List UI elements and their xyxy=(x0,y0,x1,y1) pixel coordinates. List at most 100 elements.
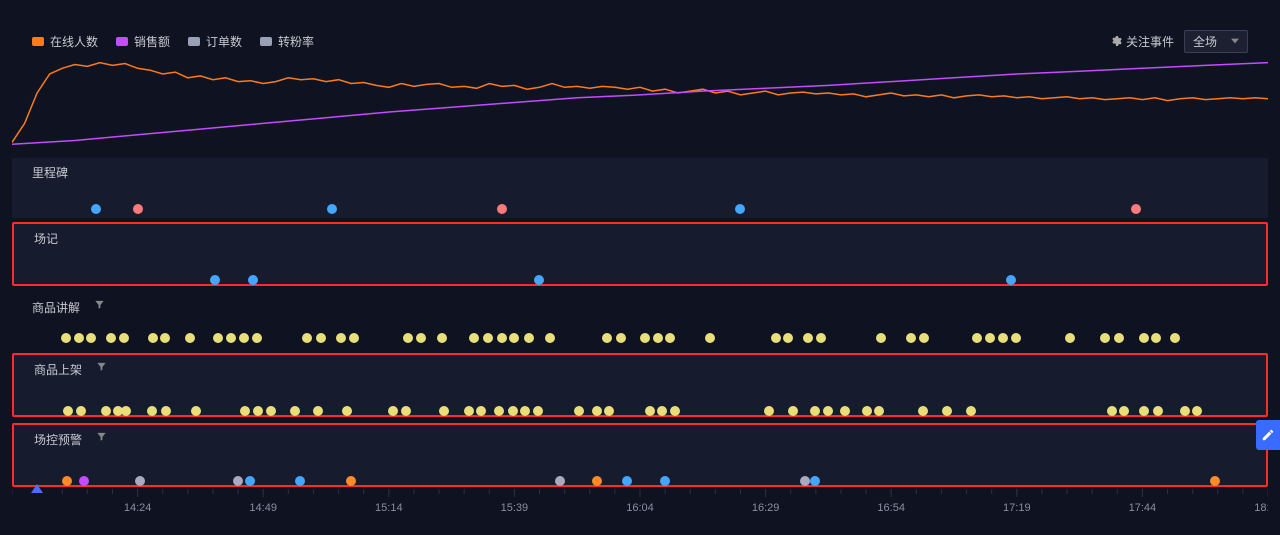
event-dot[interactable] xyxy=(874,406,884,416)
event-dot[interactable] xyxy=(1153,406,1163,416)
follow-event-button[interactable]: 关注事件 xyxy=(1110,33,1174,50)
event-dot[interactable] xyxy=(509,333,519,343)
event-dot[interactable] xyxy=(245,476,255,486)
event-dot[interactable] xyxy=(106,333,116,343)
edit-button[interactable] xyxy=(1256,420,1280,450)
filter-icon[interactable] xyxy=(96,361,107,375)
lane-milestone[interactable]: 里程碑 xyxy=(12,158,1268,218)
event-dot[interactable] xyxy=(185,333,195,343)
event-dot[interactable] xyxy=(266,406,276,416)
event-dot[interactable] xyxy=(316,333,326,343)
event-dot[interactable] xyxy=(497,204,507,214)
event-dot[interactable] xyxy=(147,406,157,416)
event-dot[interactable] xyxy=(942,406,952,416)
event-dot[interactable] xyxy=(388,406,398,416)
event-dot[interactable] xyxy=(906,333,916,343)
event-dot[interactable] xyxy=(524,333,534,343)
event-dot[interactable] xyxy=(1151,333,1161,343)
legend-item-fanrate[interactable]: 转粉率 xyxy=(260,33,314,50)
event-dot[interactable] xyxy=(119,333,129,343)
event-dot[interactable] xyxy=(240,406,250,416)
event-dot[interactable] xyxy=(1114,333,1124,343)
event-dot[interactable] xyxy=(640,333,650,343)
event-dot[interactable] xyxy=(660,476,670,486)
event-dot[interactable] xyxy=(252,333,262,343)
event-dot[interactable] xyxy=(985,333,995,343)
event-dot[interactable] xyxy=(210,275,220,285)
event-dot[interactable] xyxy=(213,333,223,343)
event-dot[interactable] xyxy=(735,204,745,214)
event-dot[interactable] xyxy=(622,476,632,486)
event-dot[interactable] xyxy=(101,406,111,416)
event-dot[interactable] xyxy=(248,275,258,285)
event-dot[interactable] xyxy=(191,406,201,416)
event-dot[interactable] xyxy=(972,333,982,343)
event-dot[interactable] xyxy=(439,406,449,416)
event-dot[interactable] xyxy=(403,333,413,343)
event-dot[interactable] xyxy=(998,333,1008,343)
event-dot[interactable] xyxy=(1170,333,1180,343)
event-dot[interactable] xyxy=(788,406,798,416)
event-dot[interactable] xyxy=(497,333,507,343)
legend-item-orders[interactable]: 订单数 xyxy=(188,33,242,50)
event-dot[interactable] xyxy=(61,333,71,343)
event-dot[interactable] xyxy=(574,406,584,416)
event-dot[interactable] xyxy=(1011,333,1021,343)
event-dot[interactable] xyxy=(302,333,312,343)
event-dot[interactable] xyxy=(616,333,626,343)
event-dot[interactable] xyxy=(63,406,73,416)
event-dot[interactable] xyxy=(764,406,774,416)
event-dot[interactable] xyxy=(135,476,145,486)
event-dot[interactable] xyxy=(1192,406,1202,416)
lane-changkong[interactable]: 场控预警 xyxy=(12,423,1268,487)
event-dot[interactable] xyxy=(494,406,504,416)
timeline-chart[interactable] xyxy=(12,55,1268,150)
event-dot[interactable] xyxy=(161,406,171,416)
event-dot[interactable] xyxy=(810,406,820,416)
playhead-marker[interactable] xyxy=(31,484,43,493)
event-dot[interactable] xyxy=(290,406,300,416)
event-dot[interactable] xyxy=(416,333,426,343)
lane-product_explain[interactable]: 商品讲解 xyxy=(12,293,1268,347)
event-dot[interactable] xyxy=(437,333,447,343)
event-dot[interactable] xyxy=(346,476,356,486)
event-dot[interactable] xyxy=(327,204,337,214)
event-dot[interactable] xyxy=(602,333,612,343)
event-dot[interactable] xyxy=(253,406,263,416)
legend-item-online[interactable]: 在线人数 xyxy=(32,33,98,50)
event-dot[interactable] xyxy=(823,406,833,416)
event-dot[interactable] xyxy=(966,406,976,416)
event-dot[interactable] xyxy=(1139,406,1149,416)
event-dot[interactable] xyxy=(810,476,820,486)
lane-changji[interactable]: 场记 xyxy=(12,222,1268,286)
event-dot[interactable] xyxy=(783,333,793,343)
event-dot[interactable] xyxy=(133,204,143,214)
event-dot[interactable] xyxy=(653,333,663,343)
event-dot[interactable] xyxy=(1210,476,1220,486)
event-dot[interactable] xyxy=(469,333,479,343)
event-dot[interactable] xyxy=(876,333,886,343)
event-dot[interactable] xyxy=(771,333,781,343)
event-dot[interactable] xyxy=(657,406,667,416)
event-dot[interactable] xyxy=(148,333,158,343)
event-dot[interactable] xyxy=(1180,406,1190,416)
event-dot[interactable] xyxy=(919,333,929,343)
event-dot[interactable] xyxy=(295,476,305,486)
event-dot[interactable] xyxy=(342,406,352,416)
event-dot[interactable] xyxy=(239,333,249,343)
event-dot[interactable] xyxy=(645,406,655,416)
event-dot[interactable] xyxy=(226,333,236,343)
event-dot[interactable] xyxy=(313,406,323,416)
event-dot[interactable] xyxy=(592,476,602,486)
event-dot[interactable] xyxy=(336,333,346,343)
event-dot[interactable] xyxy=(1006,275,1016,285)
event-dot[interactable] xyxy=(233,476,243,486)
event-dot[interactable] xyxy=(464,406,474,416)
event-dot[interactable] xyxy=(160,333,170,343)
legend-item-sales[interactable]: 销售额 xyxy=(116,33,170,50)
event-dot[interactable] xyxy=(401,406,411,416)
event-dot[interactable] xyxy=(91,204,101,214)
event-dot[interactable] xyxy=(555,476,565,486)
event-dot[interactable] xyxy=(1131,204,1141,214)
event-dot[interactable] xyxy=(86,333,96,343)
